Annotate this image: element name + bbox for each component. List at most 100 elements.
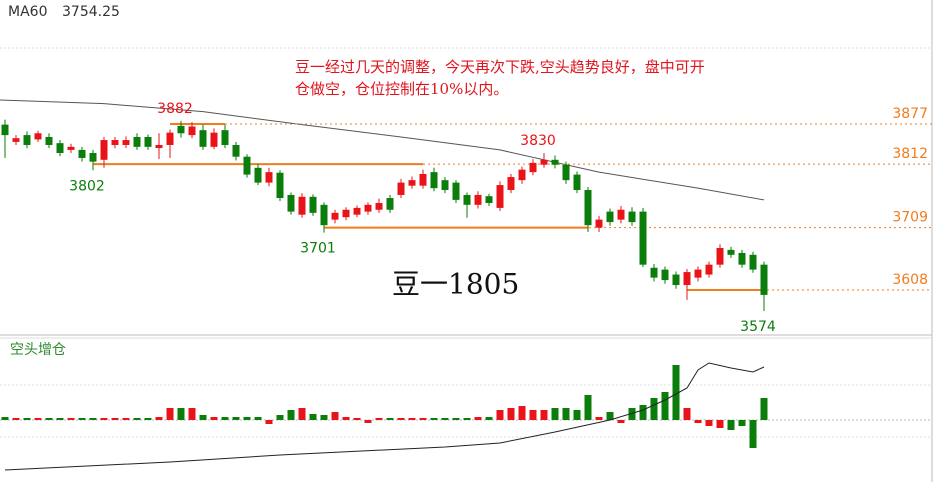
candle-body	[221, 130, 229, 145]
candle-body	[661, 269, 669, 281]
bar	[89, 418, 97, 420]
bar	[683, 408, 691, 420]
bar	[551, 408, 559, 420]
bar	[309, 414, 317, 420]
candle-body	[232, 144, 240, 157]
bar	[188, 408, 196, 420]
level-label: 3608	[892, 272, 928, 288]
bar	[100, 418, 108, 420]
bar	[265, 420, 273, 424]
candle-body	[540, 159, 548, 165]
candle-body	[705, 264, 713, 275]
candle-body	[452, 182, 460, 200]
candle-body	[408, 180, 416, 186]
candle-body	[628, 211, 636, 223]
candle-body	[276, 172, 284, 199]
bar	[661, 392, 669, 420]
bar	[408, 418, 416, 420]
bar	[496, 410, 504, 420]
bar	[727, 420, 735, 430]
panel-title: 空头增仓	[10, 342, 66, 358]
bar	[67, 418, 75, 420]
level-label: 3709	[892, 210, 928, 226]
candle-body	[617, 209, 625, 220]
extreme-label: 3830	[520, 133, 556, 149]
bar	[628, 408, 636, 420]
bar	[584, 395, 592, 420]
bar	[1, 417, 9, 420]
chart-title: 豆一1805	[392, 268, 519, 301]
candle-body	[254, 167, 262, 183]
bar	[606, 412, 614, 420]
bar	[639, 405, 647, 420]
ma-name: MA60	[8, 4, 47, 20]
candle-body	[342, 209, 350, 218]
bar	[573, 410, 581, 420]
candle-body	[56, 143, 64, 154]
candle-body	[188, 126, 196, 136]
candle-body	[441, 180, 449, 191]
bar	[650, 398, 658, 420]
bar	[287, 410, 295, 420]
candle-body	[430, 172, 438, 189]
bar	[34, 418, 42, 420]
candle-body	[210, 132, 218, 147]
candle-body	[78, 149, 86, 158]
bar	[738, 420, 746, 426]
candle-body	[23, 135, 31, 145]
annotation: 仓做空，仓位控制在10%以内。	[295, 80, 508, 98]
bar	[111, 418, 119, 420]
extreme-label: 3701	[300, 241, 336, 257]
candle-body	[749, 254, 757, 270]
candle-body	[34, 133, 42, 140]
candle-body	[309, 196, 317, 213]
bar	[540, 410, 548, 420]
candle-body	[573, 174, 581, 191]
candle-body	[584, 190, 592, 226]
candle-body	[397, 182, 405, 195]
bar	[441, 418, 449, 420]
candle-body	[287, 194, 295, 212]
candle-body	[474, 194, 482, 205]
ma-line	[0, 99, 765, 201]
level-label: 3877	[892, 106, 928, 122]
candle-body	[122, 140, 130, 145]
bar	[243, 417, 251, 420]
candle-body	[496, 185, 504, 208]
candle-body	[111, 140, 119, 145]
candle-body	[298, 196, 306, 215]
bar	[78, 418, 86, 420]
candle-body	[639, 211, 647, 265]
extreme-label: 3802	[69, 178, 105, 194]
candle-body	[364, 204, 372, 212]
bar	[23, 418, 31, 420]
candle-body	[386, 198, 394, 210]
bar	[353, 418, 361, 420]
bar	[507, 408, 515, 420]
candle-body	[694, 269, 702, 278]
bar	[617, 420, 625, 423]
bar	[595, 417, 603, 420]
candle-body	[672, 274, 680, 286]
bar	[166, 408, 174, 420]
candle-body	[562, 164, 570, 181]
candle-body	[529, 162, 537, 173]
candle-body	[595, 219, 603, 228]
bar	[210, 417, 218, 420]
candle-body	[100, 140, 108, 160]
ma-value: 3754.25	[62, 4, 120, 20]
candle-body	[485, 196, 493, 203]
bar	[749, 420, 757, 448]
candle-body	[650, 267, 658, 278]
bar	[463, 418, 471, 420]
bar	[694, 420, 702, 423]
candle-body	[155, 144, 163, 149]
position-line	[4, 362, 765, 471]
bar	[386, 418, 394, 420]
candle-body	[331, 212, 339, 220]
bar	[760, 398, 768, 420]
bar	[705, 420, 713, 426]
candle-body	[551, 159, 559, 165]
